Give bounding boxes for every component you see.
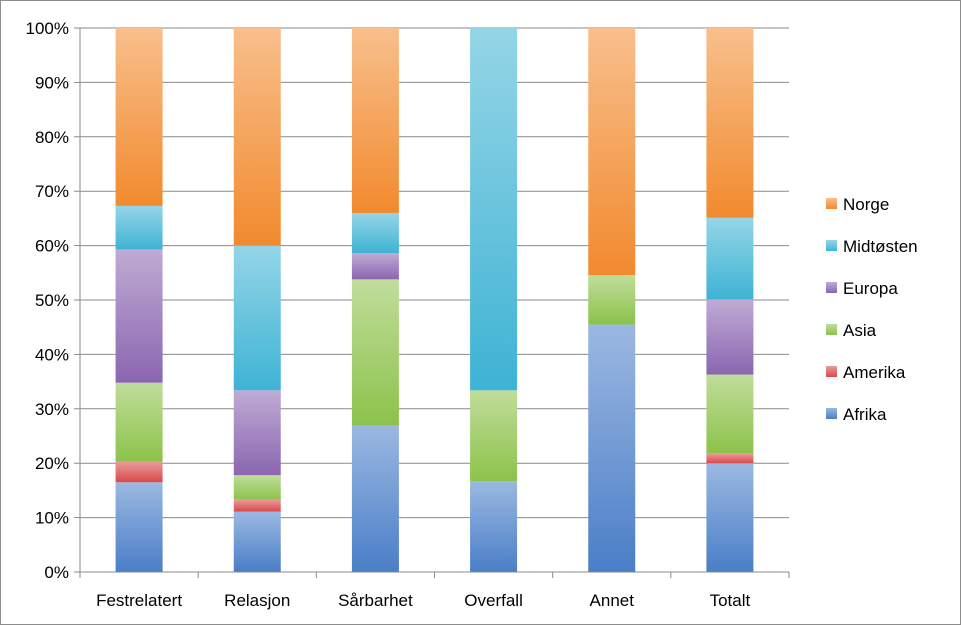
y-tick-label: 90% — [35, 73, 69, 92]
legend-label: Midtøsten — [843, 237, 918, 256]
bar-segment-norge — [233, 28, 281, 246]
bar-segment-afrika — [233, 511, 281, 572]
legend-label: Norge — [843, 195, 889, 214]
bar-segment-europa — [233, 390, 281, 476]
bar-segment-amerika — [115, 461, 163, 483]
x-tick-label: Totalt — [710, 591, 751, 610]
bar-segment-norge — [351, 28, 399, 213]
bar-segment-europa — [706, 299, 754, 375]
y-tick-label: 20% — [35, 454, 69, 473]
legend-swatch — [826, 240, 837, 251]
y-tick-label: 40% — [35, 345, 69, 364]
bar-segment-afrika — [115, 482, 163, 572]
legend-label: Asia — [843, 321, 877, 340]
bar-segment-midtøsten — [351, 212, 399, 254]
legend-swatch — [826, 366, 837, 377]
bar-segment-norge — [706, 28, 754, 218]
legend-swatch — [826, 198, 837, 209]
bar-segment-afrika — [706, 463, 754, 572]
y-tick-label: 30% — [35, 400, 69, 419]
bar-segment-midtøsten — [115, 205, 163, 250]
x-tick-label: Sårbarhet — [338, 591, 413, 610]
bar-segment-afrika — [351, 425, 399, 572]
y-tick-label: 60% — [35, 237, 69, 256]
bar-segment-europa — [351, 253, 399, 280]
bar-segment-afrika — [588, 324, 636, 572]
bar-segment-amerika — [706, 453, 754, 464]
bar-segment-norge — [588, 28, 636, 275]
bar-segment-midtøsten — [470, 28, 518, 391]
x-tick-label: Annet — [590, 591, 635, 610]
x-tick-label: Festrelatert — [96, 591, 182, 610]
bar-segment-asia — [588, 274, 636, 325]
bar-segment-asia — [233, 475, 281, 500]
bar-segment-asia — [706, 374, 754, 454]
y-tick-label: 10% — [35, 509, 69, 528]
bar-segment-norge — [115, 28, 163, 206]
bar-segment-midtøsten — [233, 245, 281, 391]
y-tick-label: 50% — [35, 291, 69, 310]
bar-segment-europa — [115, 249, 163, 383]
legend-swatch — [826, 408, 837, 419]
legend-label: Afrika — [843, 405, 887, 424]
bar-segment-amerika — [233, 499, 281, 512]
legend-label: Amerika — [843, 363, 906, 382]
bar-segment-asia — [351, 279, 399, 426]
bar-segment-afrika — [470, 481, 518, 572]
x-tick-label: Overfall — [464, 591, 523, 610]
bar-segment-asia — [115, 382, 163, 462]
bar-segment-asia — [470, 390, 518, 482]
y-tick-label: 80% — [35, 128, 69, 147]
legend-swatch — [826, 282, 837, 293]
x-tick-label: Relasjon — [224, 591, 290, 610]
y-tick-label: 70% — [35, 182, 69, 201]
bar-segment-midtøsten — [706, 217, 754, 300]
y-tick-label: 0% — [44, 563, 69, 582]
legend-swatch — [826, 324, 837, 335]
legend-label: Europa — [843, 279, 898, 298]
y-tick-label: 100% — [26, 19, 69, 38]
